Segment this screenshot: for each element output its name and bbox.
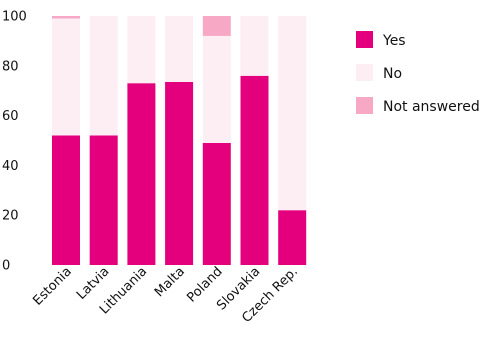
legend-label-no: No bbox=[383, 66, 402, 82]
bar-no-4 bbox=[202, 35, 231, 143]
y-tick-label: 80 bbox=[2, 59, 19, 74]
bar-no-3 bbox=[165, 16, 194, 82]
y-tick-label: 40 bbox=[2, 159, 19, 174]
y-tick-label: 100 bbox=[2, 10, 27, 25]
bar-yes-3 bbox=[165, 82, 194, 265]
legend-label-not-answered: Not answered bbox=[383, 99, 480, 115]
y-tick-label: 20 bbox=[2, 209, 19, 224]
legend-label-yes: Yes bbox=[382, 33, 406, 49]
bar-no-1 bbox=[89, 16, 118, 136]
legend-swatch-no bbox=[356, 64, 373, 81]
bar-not-answered-0 bbox=[52, 16, 80, 19]
legend-swatch-not-answered bbox=[356, 97, 373, 114]
x-tick-label: Estonia bbox=[30, 264, 74, 308]
y-tick-label: 0 bbox=[2, 259, 10, 274]
y-axis: 0 20 40 60 80 100 bbox=[2, 10, 27, 274]
bar-yes-0 bbox=[52, 135, 80, 265]
bar-yes-1 bbox=[89, 135, 118, 265]
bar-no-5 bbox=[240, 16, 269, 76]
bars bbox=[52, 16, 307, 265]
bar-not-answered-4 bbox=[202, 16, 231, 36]
bar-yes-2 bbox=[127, 83, 156, 265]
bar-no-2 bbox=[127, 16, 156, 84]
legend-swatch-yes bbox=[356, 31, 373, 48]
bar-yes-5 bbox=[240, 75, 269, 265]
bar-yes-6 bbox=[278, 210, 307, 265]
x-tick-label: Malta bbox=[152, 264, 188, 300]
bar-yes-4 bbox=[202, 143, 231, 265]
legend: Yes No Not answered bbox=[356, 31, 480, 115]
y-tick-label: 60 bbox=[2, 109, 19, 124]
bar-no-0 bbox=[52, 18, 80, 136]
bar-no-6 bbox=[278, 16, 307, 211]
